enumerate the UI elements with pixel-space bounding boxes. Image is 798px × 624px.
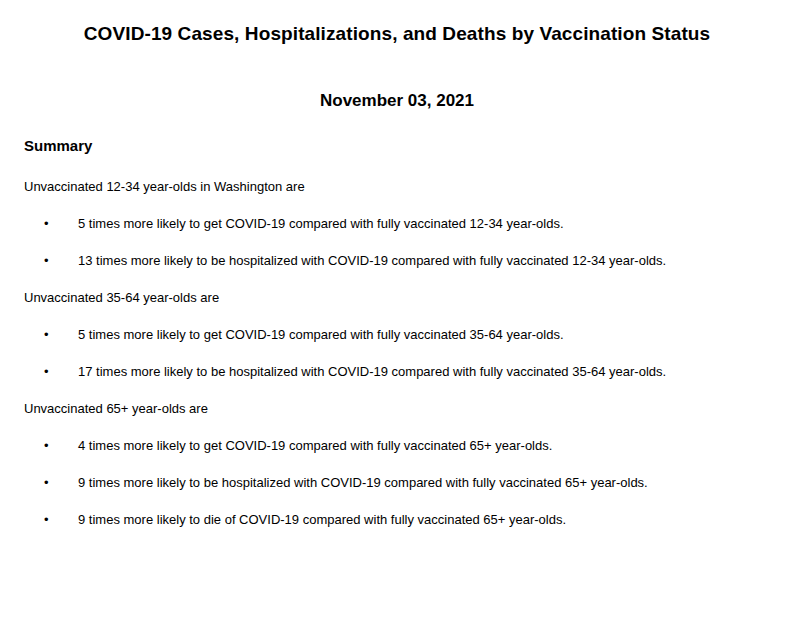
document-date: November 03, 2021	[24, 90, 770, 112]
document-page: COVID-19 Cases, Hospitalizations, and De…	[0, 22, 798, 624]
section-intro-12-34: Unvaccinated 12-34 year-olds in Washingt…	[24, 177, 770, 197]
summary-heading: Summary	[24, 136, 770, 155]
section-intro-65-plus: Unvaccinated 65+ year-olds are	[24, 399, 770, 419]
bullet-list-12-34: • 5 times more likely to get COVID-19 co…	[24, 214, 770, 271]
bullet-text: 9 times more likely to die of COVID-19 c…	[78, 512, 566, 527]
bullet-icon: •	[44, 325, 49, 345]
document-title: COVID-19 Cases, Hospitalizations, and De…	[24, 22, 770, 46]
bullet-icon: •	[44, 251, 49, 271]
bullet-item: • 9 times more likely to be hospitalized…	[24, 473, 669, 493]
bullet-text: 17 times more likely to be hospitalized …	[78, 364, 666, 379]
bullet-text: 9 times more likely to be hospitalized w…	[78, 475, 648, 490]
bullet-item: • 4 times more likely to get COVID-19 co…	[24, 436, 669, 456]
bullet-text: 5 times more likely to get COVID-19 comp…	[78, 327, 564, 342]
bullet-list-35-64: • 5 times more likely to get COVID-19 co…	[24, 325, 770, 382]
bullet-item: • 5 times more likely to get COVID-19 co…	[24, 214, 669, 234]
bullet-icon: •	[44, 436, 49, 456]
bullet-list-65-plus: • 4 times more likely to get COVID-19 co…	[24, 436, 770, 530]
bullet-icon: •	[44, 214, 49, 234]
bullet-icon: •	[44, 362, 49, 382]
bullet-icon: •	[44, 510, 49, 530]
section-intro-35-64: Unvaccinated 35-64 year-olds are	[24, 288, 770, 308]
bullet-item: • 13 times more likely to be hospitalize…	[24, 251, 669, 271]
bullet-item: • 9 times more likely to die of COVID-19…	[24, 510, 669, 530]
bullet-item: • 5 times more likely to get COVID-19 co…	[24, 325, 669, 345]
bullet-text: 13 times more likely to be hospitalized …	[78, 253, 666, 268]
bullet-text: 4 times more likely to get COVID-19 comp…	[78, 438, 552, 453]
bullet-text: 5 times more likely to get COVID-19 comp…	[78, 216, 564, 231]
bullet-icon: •	[44, 473, 49, 493]
bullet-item: • 17 times more likely to be hospitalize…	[24, 362, 669, 382]
